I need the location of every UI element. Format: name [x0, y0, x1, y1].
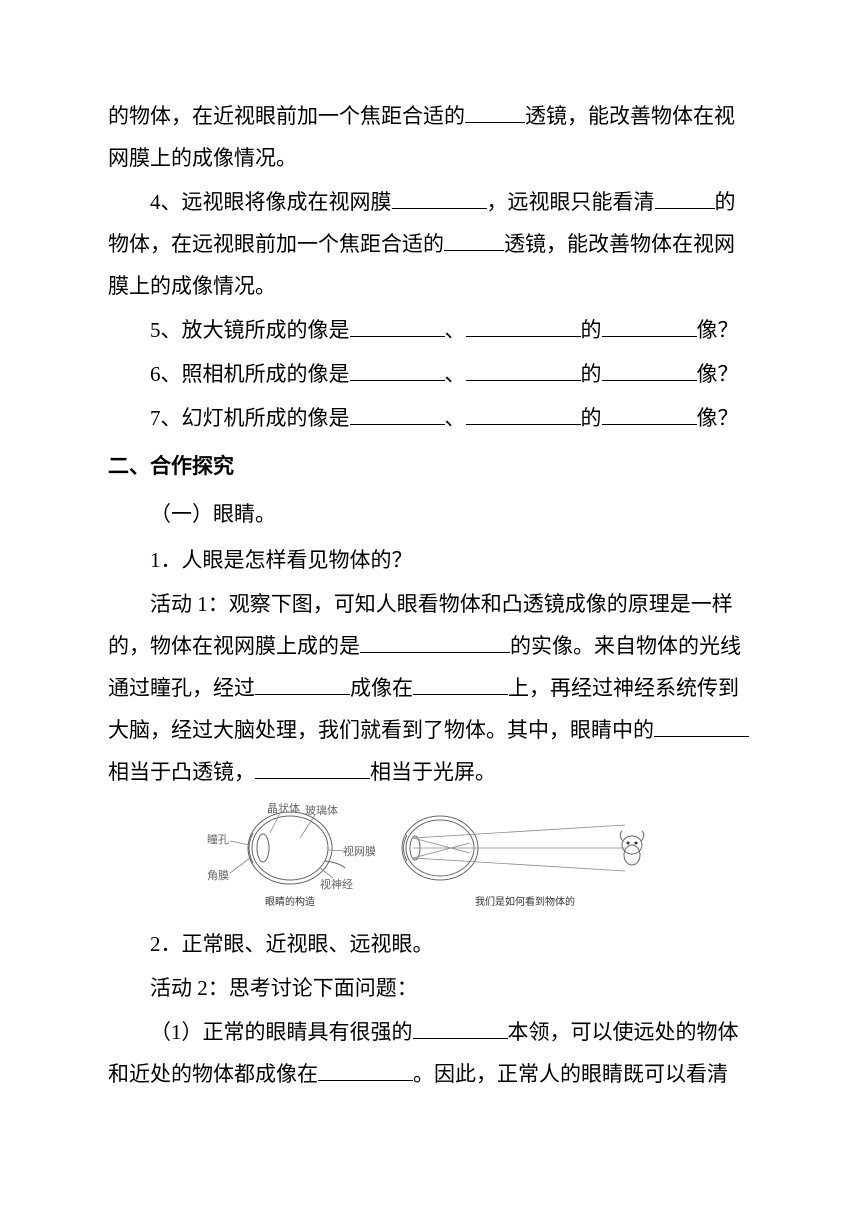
sub-question-1: （1）正常的眼睛具有很强的本领，可以使远处的物体和近处的物体都成像在。因此，正常…	[108, 1011, 752, 1095]
fill-blank[interactable]	[318, 1060, 413, 1081]
text: 成像在	[350, 676, 413, 700]
text: 、	[445, 406, 466, 430]
fill-blank[interactable]	[465, 102, 525, 123]
question-6: 6、照相机所成的像是 、 的 像？	[108, 353, 752, 395]
paragraph-continuation: 的物体，在近视眼前加一个焦距合适的透镜，能改善物体在视网膜上的成像情况。	[108, 95, 752, 179]
fill-blank[interactable]	[602, 316, 697, 337]
activity-2: 活动 2：思考讨论下面问题：	[108, 967, 752, 1009]
fill-blank[interactable]	[350, 404, 445, 425]
text: 5、放大镜所成的像是	[150, 318, 350, 342]
fill-blank[interactable]	[413, 1018, 508, 1039]
fill-blank[interactable]	[350, 360, 445, 381]
text: 的	[581, 406, 602, 430]
fill-blank[interactable]	[413, 674, 508, 695]
text: 7、幻灯机所成的像是	[150, 406, 350, 430]
eye-diagram-container: 晶状体 玻璃体 瞳孔 视网膜 角膜 视神经 眼睛的构造 我们是如何看到物	[108, 803, 752, 913]
label-lens: 晶状体	[267, 803, 300, 815]
text: ，远视眼只能看清	[487, 190, 655, 214]
text: 6、照相机所成的像是	[150, 362, 350, 386]
fill-blank[interactable]	[392, 188, 487, 209]
label-retina: 视网膜	[343, 844, 375, 858]
eye-structure-diagram: 晶状体 玻璃体 瞳孔 视网膜 角膜 视神经 眼睛的构造	[205, 803, 375, 913]
label-vitreous: 玻璃体	[305, 803, 338, 817]
fill-blank[interactable]	[466, 360, 581, 381]
caption-2: 我们是如何看到物体的	[475, 895, 575, 908]
text: （1）正常的眼睛具有很强的	[150, 1020, 413, 1044]
eye-vision-diagram: 我们是如何看到物体的	[395, 803, 655, 913]
text: 的	[581, 362, 602, 386]
label-pupil: 瞳孔	[207, 832, 229, 846]
fill-blank[interactable]	[655, 188, 715, 209]
text: 。因此，正常人的眼睛既可以看清	[413, 1062, 728, 1086]
caption-1: 眼睛的构造	[265, 895, 315, 908]
text: 相当于凸透镜，	[108, 760, 255, 784]
text: 4、远视眼将像成在视网膜	[150, 190, 392, 214]
fill-blank[interactable]	[466, 404, 581, 425]
fill-blank[interactable]	[255, 674, 350, 695]
fill-blank[interactable]	[255, 758, 370, 779]
question-eye-1: 1．人眼是怎样看见物体的？	[108, 539, 752, 581]
text: 像？	[697, 406, 739, 430]
fill-blank[interactable]	[444, 230, 504, 251]
fill-blank[interactable]	[466, 316, 581, 337]
text: 、	[445, 318, 466, 342]
text: 的	[581, 318, 602, 342]
text: 像？	[697, 362, 739, 386]
question-4: 4、远视眼将像成在视网膜，远视眼只能看清的物体，在远视眼前加一个焦距合适的透镜，…	[108, 181, 752, 307]
fill-blank[interactable]	[602, 404, 697, 425]
fill-blank[interactable]	[350, 316, 445, 337]
section-2-heading: 二、合作探究	[108, 445, 752, 487]
label-cornea: 角膜	[207, 869, 229, 882]
text: 、	[445, 362, 466, 386]
activity-1: 活动 1：观察下图，可知人眼看物体和凸透镜成像的原理是一样的，物体在视网膜上成的…	[108, 583, 752, 793]
fill-blank[interactable]	[654, 716, 749, 737]
question-7: 7、幻灯机所成的像是 、 的 像？	[108, 397, 752, 439]
fill-blank[interactable]	[602, 360, 697, 381]
question-5: 5、放大镜所成的像是 、 的 像？	[108, 309, 752, 351]
text: 相当于光屏。	[370, 760, 496, 784]
question-eye-2: 2．正常眼、近视眼、远视眼。	[108, 923, 752, 965]
text: 像？	[697, 318, 739, 342]
subsection-1: （一）眼睛。	[108, 493, 752, 535]
text: 的物体，在近视眼前加一个焦距合适的	[108, 104, 465, 128]
label-nerve: 视神经	[320, 877, 353, 891]
fill-blank[interactable]	[360, 632, 510, 653]
